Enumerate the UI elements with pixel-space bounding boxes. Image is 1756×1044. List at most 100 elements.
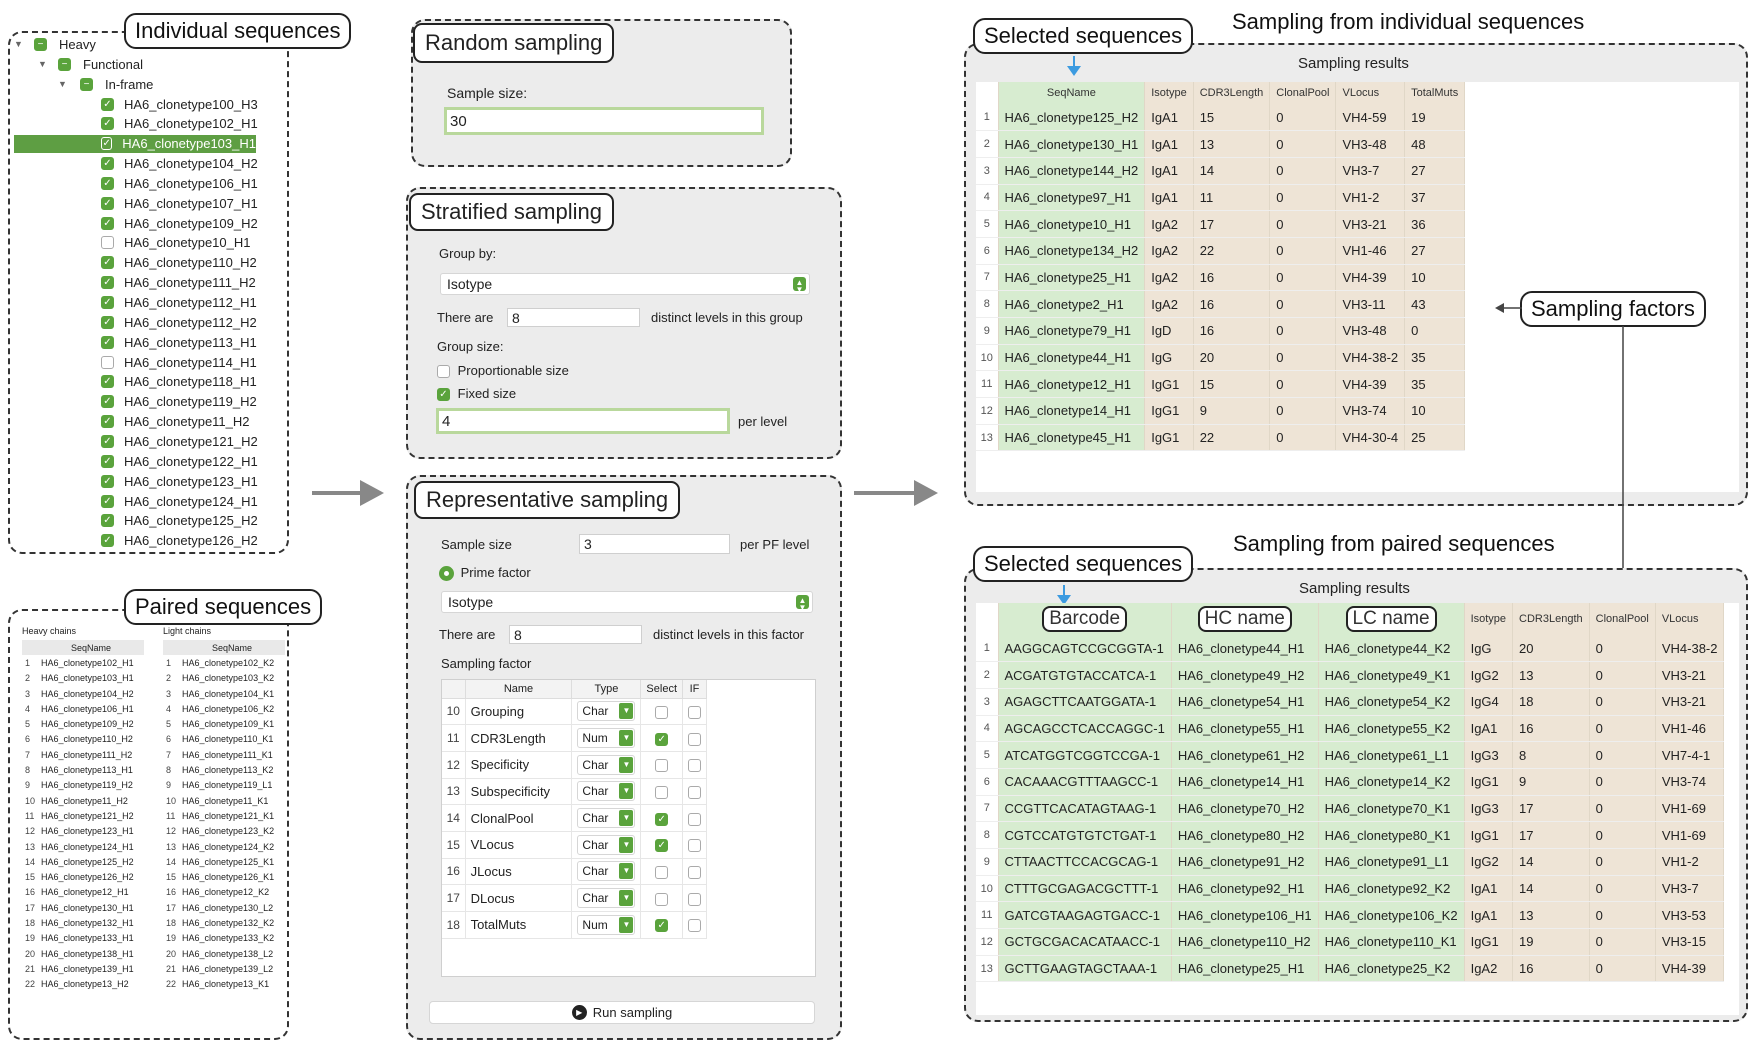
table-row[interactable]: 4 HA6_clonetype97_H1 IgA1 11 0 VH1-2 37: [976, 184, 1466, 212]
item-checkbox[interactable]: ✓: [101, 315, 114, 329]
table-row[interactable]: 12 HA6_clonetype123_H1: [22, 824, 144, 839]
prime-factor-option[interactable]: Prime factor: [439, 565, 531, 582]
type-select[interactable]: Char ▼: [577, 834, 636, 855]
tri-state-checkbox[interactable]: −: [80, 77, 93, 91]
table-row[interactable]: 12 HA6_clonetype14_H1 IgG1 9 0 VH3-74 10: [976, 397, 1466, 425]
table-row[interactable]: 16 HA6_clonetype12_K2: [163, 885, 285, 900]
table-row[interactable]: 2 HA6_clonetype130_H1 IgA1 13 0 VH3-48 48: [976, 130, 1466, 158]
table-row[interactable]: 1 HA6_clonetype102_K2: [163, 655, 285, 670]
if-checkbox[interactable]: [688, 785, 701, 799]
table-row[interactable]: 18 TotalMuts Num ▼ ✓: [442, 911, 707, 939]
tree-item[interactable]: ✓ HA6_clonetype112_H2: [101, 313, 257, 331]
column-header[interactable]: SeqName: [38, 640, 144, 656]
group-by-select[interactable]: Isotype ▲ ▼: [440, 273, 810, 295]
table-row[interactable]: 13 GCTTGAAGTAGCTAAA-1 HA6_clonetype25_H1 HA…: [976, 955, 1725, 983]
item-checkbox[interactable]: ✓: [101, 137, 113, 151]
prime-factor-select[interactable]: Isotype ▲ ▼: [441, 591, 813, 613]
table-row[interactable]: 8 HA6_clonetype2_H1 IgA2 16 0 VH3-11 43: [976, 290, 1466, 318]
table-row[interactable]: 1 AAGGCAGTCCGCGGTA-1 HA6_clonetype44_H1 HA6…: [976, 635, 1725, 663]
item-checkbox[interactable]: ✓: [101, 117, 114, 131]
column-header[interactable]: CDR3Length: [1193, 82, 1271, 104]
radio-button[interactable]: [439, 566, 454, 582]
tree-item[interactable]: ✓ HA6_clonetype123_H1: [101, 472, 258, 490]
column-header[interactable]: Isotype: [1144, 82, 1194, 104]
table-row[interactable]: 11 CDR3Length Num ▼ ✓: [442, 724, 707, 752]
item-checkbox[interactable]: ✓: [101, 157, 114, 171]
tri-state-checkbox[interactable]: −: [34, 37, 47, 51]
tree-item[interactable]: ✓ HA6_clonetype125_H2: [101, 512, 258, 530]
table-row[interactable]: 19 HA6_clonetype133_H1: [22, 931, 144, 946]
tree-item[interactable]: HA6_clonetype10_H1: [101, 234, 250, 252]
column-header[interactable]: CDR3Length: [1512, 603, 1590, 635]
item-checkbox[interactable]: ✓: [101, 494, 114, 508]
table-row[interactable]: 3 AGAGCTTCAATGGATA-1 HA6_clonetype54_H1 HA6…: [976, 688, 1725, 716]
item-checkbox[interactable]: ✓: [101, 256, 114, 270]
column-header[interactable]: SeqName: [179, 640, 285, 656]
table-row[interactable]: 12 HA6_clonetype123_K2: [163, 824, 285, 839]
column-header[interactable]: ClonalPool: [1269, 82, 1337, 104]
table-row[interactable]: 11 HA6_clonetype121_K1: [163, 808, 285, 823]
table-row[interactable]: 5 HA6_clonetype109_K1: [163, 716, 285, 731]
table-row[interactable]: 4 HA6_clonetype106_K2: [163, 701, 285, 716]
tree-item[interactable]: ✓ HA6_clonetype102_H1: [101, 115, 258, 133]
column-header[interactable]: Name: [465, 680, 573, 699]
table-row[interactable]: 19 HA6_clonetype133_K2: [163, 931, 285, 946]
item-checkbox[interactable]: ✓: [101, 276, 114, 290]
tree-item[interactable]: ✓ HA6_clonetype112_H1: [101, 294, 257, 312]
table-row[interactable]: 20 HA6_clonetype138_L2: [163, 946, 285, 961]
select-checkbox[interactable]: ✓: [655, 812, 669, 826]
select-checkbox[interactable]: ✓: [655, 839, 669, 853]
proportionable-checkbox[interactable]: [437, 365, 450, 379]
type-select[interactable]: Char ▼: [577, 888, 636, 909]
if-checkbox[interactable]: [688, 732, 701, 746]
table-row[interactable]: 10 HA6_clonetype44_H1 IgG 20 0 VH4-38-2 35: [976, 344, 1466, 372]
column-header[interactable]: ClonalPool: [1589, 603, 1656, 635]
tree-item[interactable]: ✓ HA6_clonetype119_H2: [101, 393, 257, 411]
table-row[interactable]: 5 HA6_clonetype10_H1 IgA2 17 0 VH3-21 36: [976, 210, 1466, 238]
tri-state-checkbox[interactable]: −: [58, 57, 71, 71]
table-row[interactable]: 21 HA6_clonetype139_H1: [22, 961, 144, 976]
select-checkbox[interactable]: ✓: [655, 732, 669, 746]
table-row[interactable]: 6 HA6_clonetype110_H2: [22, 732, 144, 747]
table-row[interactable]: 1 HA6_clonetype102_H1: [22, 655, 144, 670]
table-row[interactable]: 4 HA6_clonetype106_H1: [22, 701, 144, 716]
fixed-size-option[interactable]: ✓ Fixed size: [437, 386, 516, 402]
table-row[interactable]: 11 HA6_clonetype121_H2: [22, 808, 144, 823]
table-row[interactable]: 20 HA6_clonetype138_H1: [22, 946, 144, 961]
column-header[interactable]: Type: [571, 680, 642, 699]
tree-item[interactable]: ✓ HA6_clonetype100_H3: [101, 95, 258, 113]
if-checkbox[interactable]: [688, 812, 701, 826]
item-checkbox[interactable]: ✓: [101, 176, 114, 190]
table-row[interactable]: 8 CGTCCATGTGTCTGAT-1 HA6_clonetype80_H2 HA6…: [976, 821, 1725, 849]
tree-item[interactable]: ✓ HA6_clonetype111_H2: [101, 274, 256, 292]
tree-item[interactable]: ✓ HA6_clonetype122_H1: [101, 452, 258, 470]
table-row[interactable]: 15 VLocus Char ▼ ✓: [442, 831, 707, 859]
table-row[interactable]: 9 CTTAACTTCCACGCAG-1 HA6_clonetype91_H2 HA6…: [976, 848, 1725, 876]
tree-item[interactable]: ✓ HA6_clonetype103_H1: [14, 134, 256, 153]
type-select[interactable]: Char ▼: [577, 754, 636, 775]
tree-item[interactable]: ✓ HA6_clonetype121_H2: [101, 432, 258, 450]
item-checkbox[interactable]: ✓: [101, 216, 114, 230]
column-header[interactable]: HC name: [1171, 603, 1319, 635]
tree-item[interactable]: ✓ HA6_clonetype118_H1: [101, 373, 257, 391]
table-row[interactable]: 10 Grouping Char ▼: [442, 698, 707, 726]
rep-distinct-levels-field[interactable]: 8: [509, 625, 642, 644]
table-row[interactable]: 17 DLocus Char ▼: [442, 884, 707, 912]
chevron-down-icon[interactable]: ▼: [14, 39, 23, 49]
table-row[interactable]: 12 Specificity Char ▼: [442, 751, 707, 779]
table-row[interactable]: 12 GCTGCGACACATAACC-1 HA6_clonetype110_H2 H…: [976, 928, 1725, 956]
table-row[interactable]: 14 HA6_clonetype125_K1: [163, 854, 285, 869]
column-header[interactable]: Barcode: [998, 603, 1172, 635]
table-row[interactable]: 10 HA6_clonetype11_K1: [163, 793, 285, 808]
table-row[interactable]: 7 HA6_clonetype25_H1 IgA2 16 0 VH4-39 10: [976, 264, 1466, 292]
item-checkbox[interactable]: [101, 355, 114, 369]
table-row[interactable]: 11 HA6_clonetype12_H1 IgG1 15 0 VH4-39 35: [976, 370, 1466, 399]
tree-item[interactable]: ✓ HA6_clonetype107_H1: [101, 194, 258, 212]
item-checkbox[interactable]: ✓: [101, 454, 114, 468]
item-checkbox[interactable]: ✓: [101, 415, 114, 429]
table-row[interactable]: 3 HA6_clonetype104_H2: [22, 686, 144, 701]
type-select[interactable]: Num ▼: [577, 728, 636, 749]
table-row[interactable]: 9 HA6_clonetype119_L1: [163, 778, 285, 793]
item-checkbox[interactable]: ✓: [101, 296, 114, 309]
column-header[interactable]: TotalMuts: [1404, 82, 1466, 104]
